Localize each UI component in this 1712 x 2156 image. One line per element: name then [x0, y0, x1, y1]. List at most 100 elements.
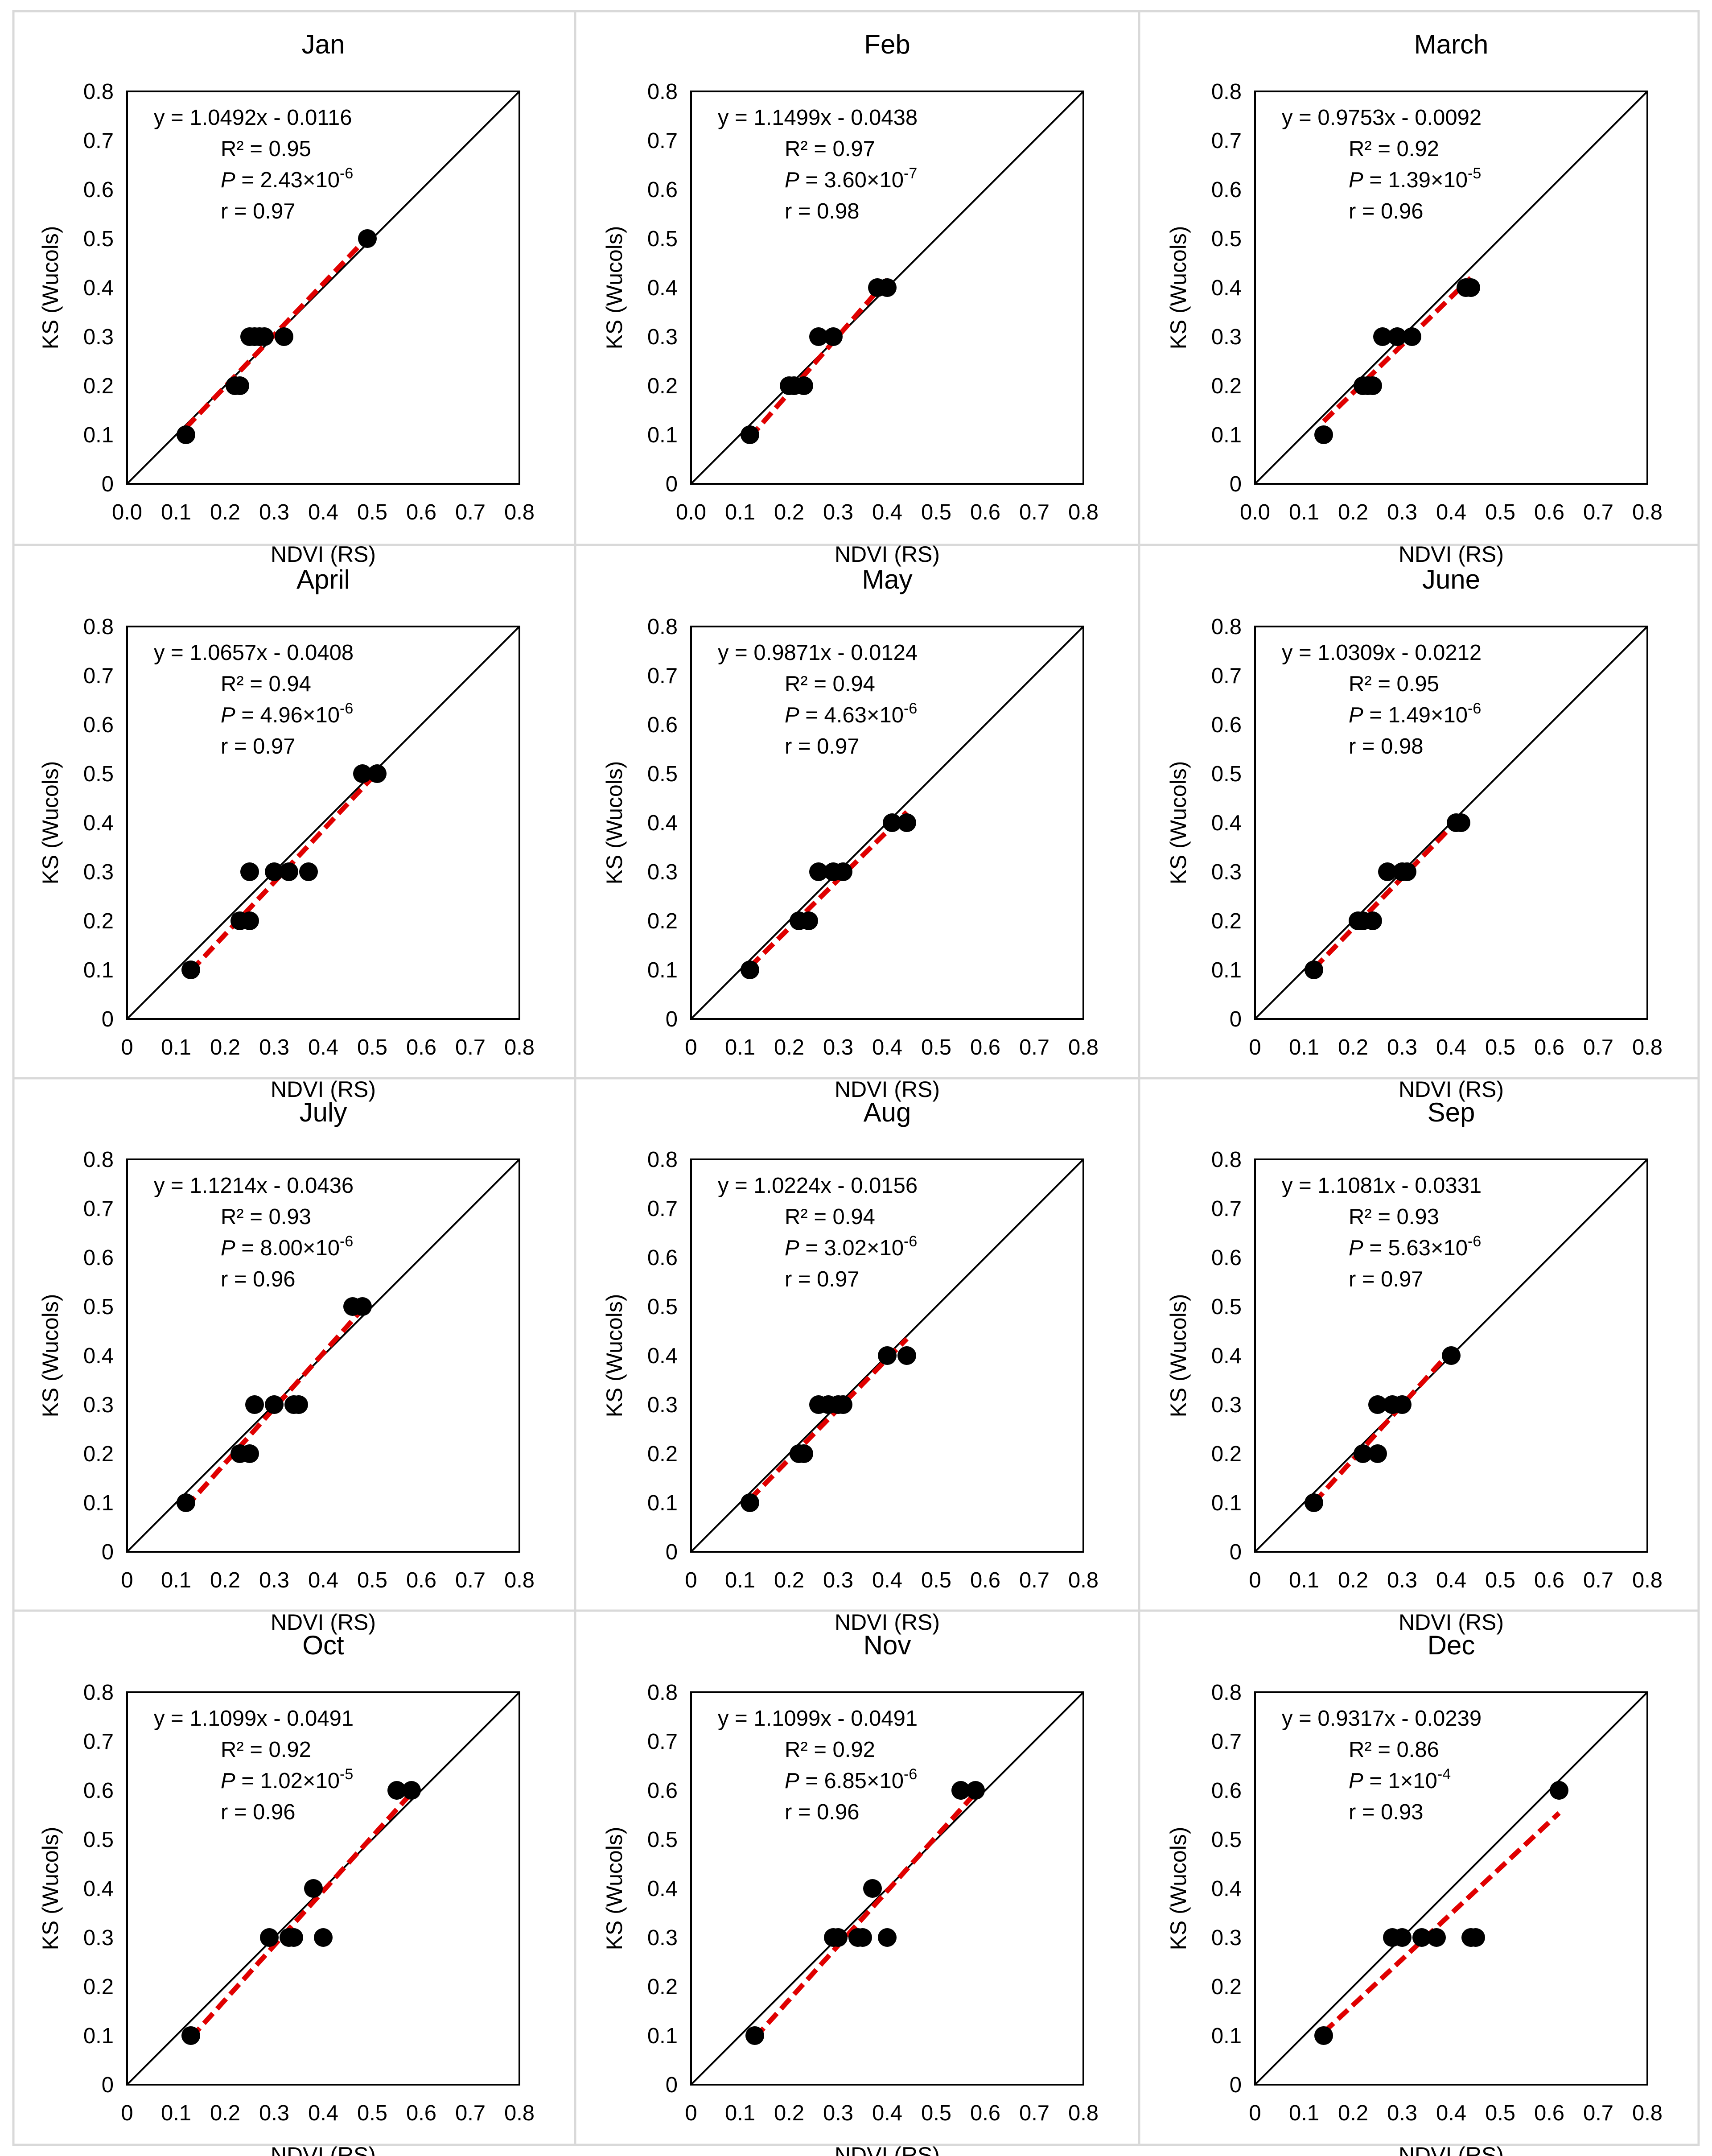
- x-tick-label: 0.3: [259, 2101, 289, 2125]
- x-tick-label: 0.8: [504, 1568, 535, 1592]
- identity-line: [126, 626, 520, 1020]
- r-squared-label: R² = 0.92: [1349, 137, 1439, 161]
- x-axis-label: NDVI (RS): [1399, 2143, 1504, 2156]
- y-tick-label: 0.4: [1211, 1877, 1242, 1901]
- r-squared-label: R² = 0.93: [1349, 1205, 1439, 1229]
- data-point: [1388, 327, 1407, 346]
- x-tick-label: 0.7: [1583, 1568, 1613, 1592]
- y-tick-label: 0.4: [1211, 276, 1242, 300]
- y-tick-label: 0.1: [1211, 2024, 1242, 2048]
- correlation-r-label: r = 0.98: [785, 199, 860, 223]
- y-tick-label: 0: [1230, 1540, 1242, 1564]
- x-tick-label: 0.2: [774, 500, 804, 524]
- y-tick-label: 0.1: [1211, 958, 1242, 982]
- data-point: [1403, 327, 1421, 346]
- x-tick-label: 0.2: [1338, 1035, 1368, 1059]
- y-tick-label: 0.6: [647, 1779, 678, 1803]
- y-axis-label: KS (Wucols): [38, 761, 63, 885]
- data-point: [1314, 425, 1333, 444]
- y-tick-label: 0.5: [647, 1828, 678, 1852]
- trendline: [1322, 276, 1473, 423]
- regression-equation: y = 1.0492x - 0.0116: [154, 106, 352, 130]
- y-axis-label: KS (Wucols): [38, 1294, 63, 1418]
- y-tick-label: 0.7: [1211, 129, 1242, 153]
- data-point: [1393, 1395, 1412, 1414]
- r-squared-label: R² = 0.92: [785, 1738, 875, 1762]
- data-point: [834, 862, 852, 881]
- x-tick-label: 0.8: [1068, 1035, 1099, 1059]
- y-axis-label: KS (Wucols): [602, 1827, 627, 1950]
- correlation-r-label: r = 0.96: [1349, 199, 1424, 223]
- data-point: [1393, 1928, 1412, 1947]
- x-tick-label: 0: [685, 2101, 697, 2125]
- chart-panel-june: June 0 0.1 0.2 0.3 0.4 0.5 0.6 0.7 0.8 0 0.1 0.2 0.3 0…: [1166, 565, 1663, 1102]
- r-squared-label: R² = 0.93: [221, 1205, 311, 1229]
- chart-panel-april: April 0 0.1 0.2 0.3 0.4 0.5 0.6 0.7 0.8 0 0.1 0.2 0.3…: [38, 565, 535, 1102]
- data-point: [353, 764, 372, 783]
- data-point: [809, 327, 828, 346]
- x-tick-label: 0.3: [823, 1035, 853, 1059]
- x-tick-label: 0.6: [970, 1035, 1000, 1059]
- y-tick-label: 0.6: [1211, 178, 1242, 202]
- x-tick-label: 0.5: [1485, 1568, 1515, 1592]
- data-point: [1442, 1346, 1461, 1365]
- y-tick-label: 0.8: [647, 1681, 678, 1705]
- y-tick-label: 0.1: [647, 1491, 678, 1515]
- y-tick-label: 0.3: [83, 860, 114, 884]
- data-point: [230, 376, 249, 395]
- y-tick-label: 0.3: [1211, 1926, 1242, 1950]
- y-tick-label: 0: [102, 2073, 114, 2097]
- regression-equation: y = 1.1499x - 0.0438: [718, 106, 918, 130]
- data-point: [284, 1928, 303, 1947]
- data-point: [878, 1928, 897, 1947]
- y-tick-label: 0.1: [647, 2024, 678, 2048]
- data-point: [951, 1781, 970, 1800]
- correlation-r-label: r = 0.96: [785, 1800, 860, 1824]
- y-tick-label: 0.2: [647, 909, 678, 933]
- y-tick-label: 0.4: [1211, 1344, 1242, 1368]
- regression-equation: y = 0.9871x - 0.0124: [718, 641, 918, 665]
- y-tick-label: 0.7: [647, 664, 678, 688]
- y-tick-label: 0.5: [83, 227, 114, 251]
- y-tick-label: 0.2: [647, 374, 678, 398]
- x-tick-label: 0.3: [259, 1035, 289, 1059]
- data-point: [1550, 1781, 1568, 1800]
- correlation-r-label: r = 0.93: [1349, 1800, 1424, 1824]
- data-point: [834, 1395, 852, 1414]
- y-tick-label: 0.8: [1211, 615, 1242, 639]
- y-tick-label: 0.6: [647, 1246, 678, 1270]
- y-tick-label: 0.4: [83, 1344, 114, 1368]
- chart-title: March: [1414, 29, 1489, 59]
- y-tick-label: 0.2: [1211, 374, 1242, 398]
- chart-title: Dec: [1428, 1630, 1475, 1660]
- x-tick-label: 0: [121, 1035, 133, 1059]
- data-point: [387, 1781, 406, 1800]
- p-value-label: P = 4.63×10-6: [785, 700, 917, 727]
- x-tick-label: 0.3: [1387, 500, 1417, 524]
- x-tick-label: 0.4: [308, 1035, 338, 1059]
- trendline: [184, 1307, 365, 1509]
- data-point: [878, 1346, 897, 1365]
- x-tick-label: 0.1: [725, 2101, 755, 2125]
- y-tick-label: 0.5: [83, 1828, 114, 1852]
- y-tick-label: 0.3: [647, 1926, 678, 1950]
- y-tick-label: 0.1: [83, 423, 114, 447]
- data-point: [1427, 1928, 1446, 1947]
- x-tick-label: 0.5: [1485, 1035, 1515, 1059]
- y-tick-label: 0.3: [1211, 325, 1242, 349]
- chart-panel-july: July 0 0.1 0.2 0.3 0.4 0.5 0.6 0.7 0.8 0 0.1 0.2 0.3 0…: [38, 1097, 535, 1635]
- data-point: [240, 862, 259, 881]
- y-tick-label: 0.5: [1211, 1295, 1242, 1319]
- y-tick-label: 0.6: [1211, 1779, 1242, 1803]
- y-tick-label: 0.4: [647, 811, 678, 835]
- y-tick-label: 0.4: [83, 1877, 114, 1901]
- data-point: [255, 327, 274, 346]
- regression-equation: y = 0.9317x - 0.0239: [1282, 1707, 1482, 1731]
- y-tick-label: 0.5: [83, 1295, 114, 1319]
- correlation-r-label: r = 0.97: [785, 734, 860, 759]
- y-tick-label: 0.2: [1211, 1975, 1242, 1999]
- data-point: [240, 1444, 259, 1463]
- y-tick-label: 0.8: [83, 615, 114, 639]
- data-point: [289, 1395, 308, 1414]
- r-squared-label: R² = 0.97: [785, 137, 875, 161]
